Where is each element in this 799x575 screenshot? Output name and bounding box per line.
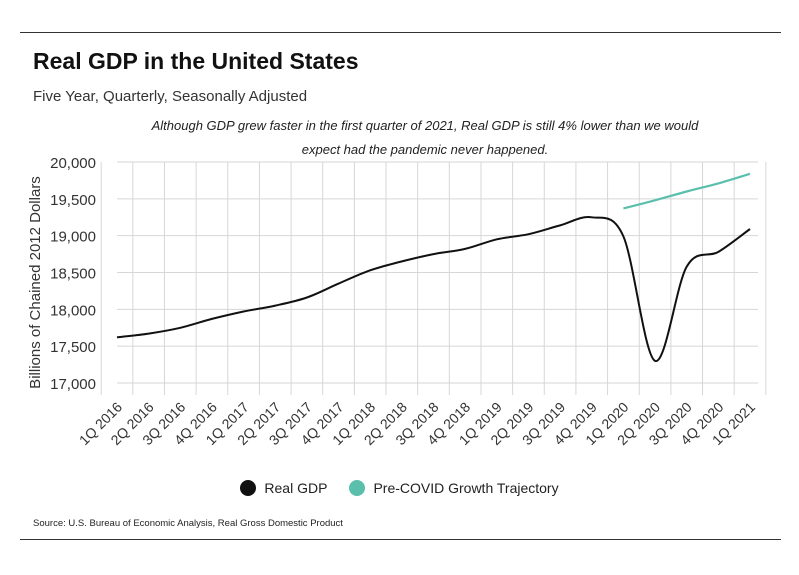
y-axis-label: Billions of Chained 2012 Dollars [27, 176, 44, 389]
chart-title: Real GDP in the United States [33, 48, 359, 74]
top-rule [20, 32, 781, 33]
y-tick-label: 19,000 [50, 229, 96, 246]
bottom-rule [20, 539, 781, 540]
legend-swatch-real-gdp [240, 480, 257, 496]
legend-item-trajectory: Pre-COVID Growth Trajectory [349, 480, 559, 496]
series-line-pre-covid-trajectory [623, 172, 751, 210]
y-tick-label: 20,000 [50, 155, 96, 172]
series-line-real-gdp [116, 215, 751, 362]
y-tick-label: 18,000 [50, 302, 96, 319]
y-tick-label: 17,500 [50, 339, 96, 356]
chart-subtitle: Five Year, Quarterly, Seasonally Adjuste… [33, 88, 308, 105]
chart-annotation: Although GDP grew faster in the first qu… [151, 118, 699, 157]
source-note: Source: U.S. Bureau of Economic Analysis… [33, 518, 343, 529]
y-tick-label: 18,500 [50, 266, 96, 283]
legend-item-real-gdp: Real GDP [240, 480, 327, 496]
legend: Real GDP Pre-COVID Growth Trajectory [0, 480, 799, 496]
y-tick-label: 19,500 [50, 192, 96, 209]
y-axis-ticks: 17,000 17,500 18,000 18,500 19,000 19,500 20,0… [50, 155, 96, 393]
legend-label-trajectory: Pre-COVID Growth Trajectory [373, 480, 559, 496]
series-lines [116, 172, 751, 362]
y-tick-label: 17,000 [50, 376, 96, 393]
legend-swatch-trajectory [349, 480, 366, 496]
grid-lines [100, 161, 767, 395]
legend-label-real-gdp: Real GDP [264, 480, 328, 496]
